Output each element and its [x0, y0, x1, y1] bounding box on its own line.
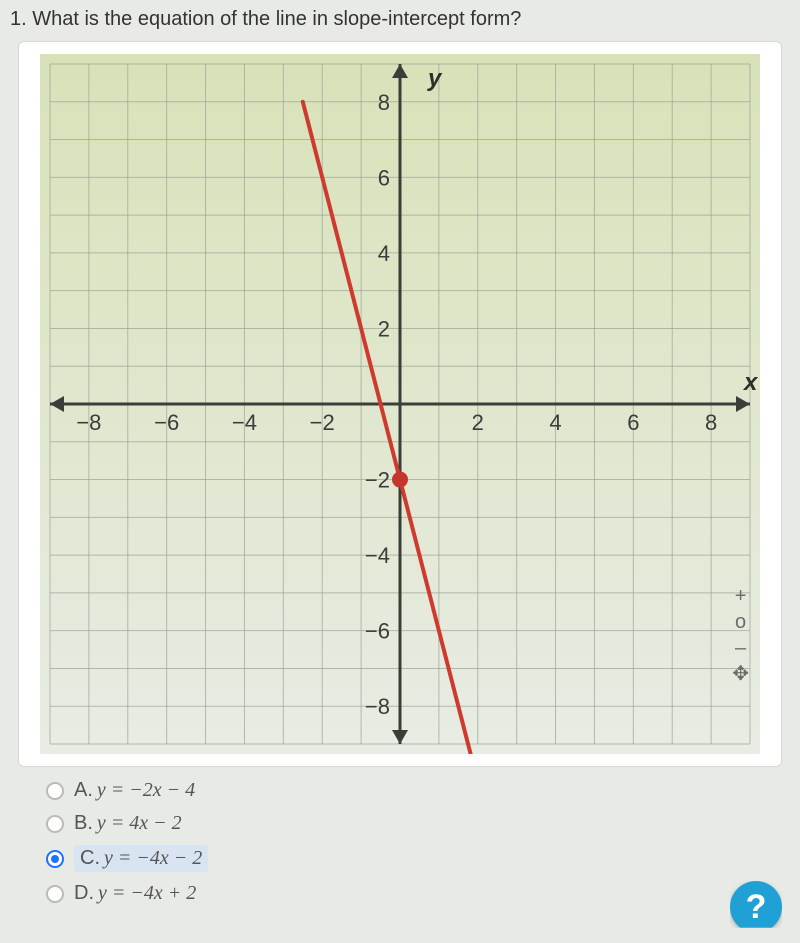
answer-expression: y = −4x − 2: [104, 847, 202, 869]
answer-label: B.y = 4x − 2: [74, 812, 182, 835]
answer-label: D.y = −4x + 2: [74, 882, 196, 905]
answer-prefix: D.: [74, 882, 94, 904]
svg-text:−8: −8: [76, 410, 101, 435]
svg-text:8: 8: [378, 90, 390, 115]
radio-b[interactable]: [46, 815, 64, 833]
svg-text:6: 6: [627, 410, 639, 435]
answer-option-a[interactable]: A.y = −2x − 4: [46, 779, 800, 802]
answer-option-c[interactable]: C.y = −4x − 2: [46, 845, 800, 872]
answer-label: A.y = −2x − 4: [74, 779, 195, 802]
zoom-controls: + o – ✥: [732, 586, 749, 684]
svg-text:x: x: [742, 369, 759, 396]
svg-text:4: 4: [378, 241, 390, 266]
answer-option-b[interactable]: B.y = 4x − 2: [46, 812, 800, 835]
answer-label: C.y = −4x − 2: [74, 845, 208, 872]
svg-text:−6: −6: [365, 619, 390, 644]
answer-option-d[interactable]: D.y = −4x + 2: [46, 882, 800, 905]
coordinate-graph: −8 −6 −4 −2 2 4 6 8 −8 −6 −4 −2 2 4 6 8 y x: [31, 54, 769, 754]
svg-text:2: 2: [378, 316, 390, 341]
pan-button[interactable]: ✥: [732, 664, 749, 684]
svg-text:8: 8: [705, 410, 717, 435]
answer-prefix: A.: [74, 779, 93, 801]
svg-text:−6: −6: [154, 410, 179, 435]
zoom-in-button[interactable]: +: [735, 586, 747, 606]
question-number: 1.: [10, 8, 27, 30]
zoom-out-button[interactable]: –: [735, 638, 746, 658]
answer-prefix: B.: [74, 812, 93, 834]
answer-expression: y = −4x + 2: [98, 882, 196, 904]
radio-a[interactable]: [46, 782, 64, 800]
question-text: 1. What is the equation of the line in s…: [0, 0, 800, 37]
answer-prefix: C.: [80, 847, 100, 869]
help-icon: ?: [746, 888, 767, 927]
graph-wrap: −8 −6 −4 −2 2 4 6 8 −8 −6 −4 −2 2 4 6 8 y x + o – ✥: [31, 54, 769, 754]
radio-c[interactable]: [46, 850, 64, 868]
svg-text:y: y: [427, 65, 443, 92]
answer-list: A.y = −2x − 4B.y = 4x − 2C.y = −4x − 2D.…: [46, 779, 800, 905]
svg-text:−4: −4: [365, 543, 390, 568]
help-button[interactable]: ?: [730, 881, 782, 933]
question-body: What is the equation of the line in slop…: [32, 8, 521, 30]
radio-d[interactable]: [46, 885, 64, 903]
svg-text:4: 4: [549, 410, 561, 435]
answer-expression: y = −2x − 4: [97, 779, 195, 801]
svg-text:−2: −2: [310, 410, 335, 435]
graph-panel: −8 −6 −4 −2 2 4 6 8 −8 −6 −4 −2 2 4 6 8 y x + o – ✥: [18, 41, 782, 767]
zoom-reset-button[interactable]: o: [735, 612, 746, 632]
svg-text:−8: −8: [365, 694, 390, 719]
svg-text:−4: −4: [232, 410, 257, 435]
answer-expression: y = 4x − 2: [97, 812, 182, 834]
svg-text:6: 6: [378, 165, 390, 190]
svg-text:−2: −2: [365, 468, 390, 493]
svg-text:2: 2: [472, 410, 484, 435]
